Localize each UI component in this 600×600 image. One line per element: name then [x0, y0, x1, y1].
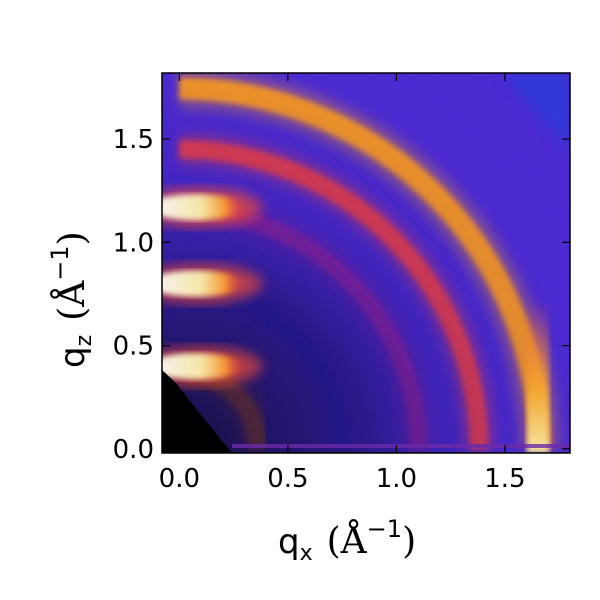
- beamstop-shadow: [162, 370, 232, 453]
- x-axis-symbol: q: [278, 522, 300, 562]
- y-tick-label: 0.0: [113, 435, 154, 465]
- x-axis-unit-exponent: −1: [367, 515, 402, 543]
- y-tick-label: 1.0: [113, 228, 154, 258]
- x-axis-label: qx (Å−1): [278, 515, 416, 566]
- y-axis-ticks: 0.0 0.5 1.0 1.5: [113, 125, 570, 465]
- x-tick-label: 0.0: [159, 464, 200, 494]
- x-axis-ticks: 0.0 0.5 1.0 1.5: [159, 73, 526, 494]
- noise-overlay: [162, 73, 570, 453]
- y-axis-unit-close: ): [52, 231, 93, 245]
- y-axis-label: qz (Å−1): [46, 231, 97, 368]
- y-tick-label: 0.5: [113, 332, 154, 362]
- plot-frame: [161, 72, 571, 454]
- x-tick-label: 1.0: [376, 464, 417, 494]
- x-tick-label: 1.5: [484, 464, 525, 494]
- x-tick-label: 0.5: [267, 464, 308, 494]
- y-axis-subscript: z: [72, 335, 97, 347]
- y-axis-unit: (Å: [51, 280, 93, 321]
- plot-area: [162, 73, 570, 453]
- x-axis-subscript: x: [300, 541, 313, 566]
- x-axis-unit-close: ): [402, 521, 416, 562]
- y-tick-label: 1.5: [113, 125, 154, 155]
- horizon-line: [232, 444, 570, 448]
- y-axis-unit-exponent: −1: [46, 245, 74, 280]
- y-axis-symbol: q: [53, 346, 93, 368]
- x-axis-unit: (Å: [327, 520, 368, 562]
- top-right-corner: [500, 73, 570, 150]
